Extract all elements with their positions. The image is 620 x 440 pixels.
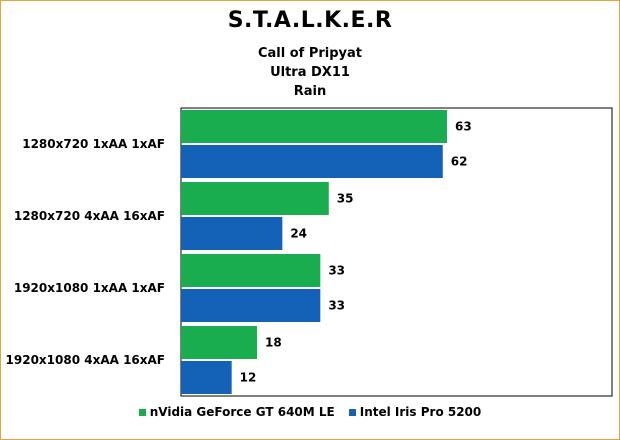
bar-nvidia <box>181 254 321 287</box>
plot-area <box>180 107 613 397</box>
value-label-nvidia: 33 <box>328 264 345 278</box>
chart-subtitle-game: Call of Pripyat <box>257 46 363 61</box>
legend: nVidia GeForce GT 640M LE Intel Iris Pro… <box>0 405 620 419</box>
category-label: 1280x720 1xAA 1xAF <box>22 137 165 151</box>
legend-swatch-intel <box>348 408 356 416</box>
bar-nvidia <box>181 110 447 143</box>
legend-label-intel: Intel Iris Pro 5200 <box>359 405 482 419</box>
category-label: 1280x720 4xAA 16xAF <box>14 209 165 223</box>
legend-item-intel: Intel Iris Pro 5200 <box>348 405 482 419</box>
bar-nvidia <box>181 326 257 359</box>
chart-title: S.T.A.L.K.E.R <box>227 8 393 33</box>
bar-intel <box>181 145 443 178</box>
bar-intel <box>181 217 283 250</box>
value-label-nvidia: 63 <box>455 120 472 134</box>
legend-item-nvidia: nVidia GeForce GT 640M LE <box>138 405 335 419</box>
value-label-nvidia: 18 <box>265 336 282 350</box>
value-label-intel: 62 <box>451 155 468 169</box>
chart-subtitle-preset: Ultra DX11 <box>270 65 350 80</box>
bar-intel <box>181 361 232 394</box>
value-label-intel: 12 <box>240 371 257 385</box>
value-label-intel: 24 <box>290 227 307 241</box>
legend-label-nvidia: nVidia GeForce GT 640M LE <box>149 405 335 419</box>
category-label: 1920x1080 1xAA 1xAF <box>14 281 165 295</box>
category-label: 1920x1080 4xAA 16xAF <box>6 353 165 367</box>
bar-intel <box>181 289 321 322</box>
value-label-intel: 33 <box>328 299 345 313</box>
bar-nvidia <box>181 182 329 215</box>
legend-swatch-nvidia <box>138 408 146 416</box>
chart-subtitle-scene: Rain <box>293 84 327 99</box>
value-label-nvidia: 35 <box>337 192 354 206</box>
